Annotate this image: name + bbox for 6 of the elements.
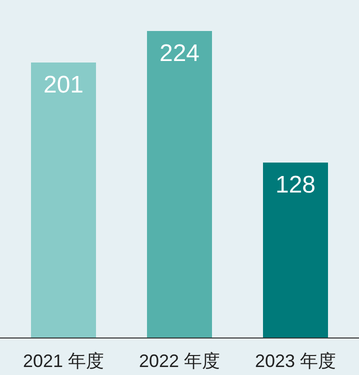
- data-label: 224: [159, 40, 200, 67]
- x-tick-label: 2021 年度: [22, 351, 104, 371]
- data-label: 128: [275, 172, 316, 199]
- data-label: 201: [43, 72, 84, 99]
- x-tick-label: 2022 年度: [138, 351, 220, 371]
- x-tick-label: 2023 年度: [254, 351, 336, 371]
